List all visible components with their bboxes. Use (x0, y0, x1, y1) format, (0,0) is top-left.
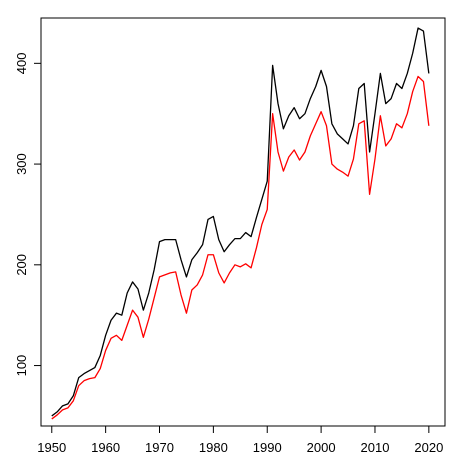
series-layer (51, 27, 430, 420)
x-tick-label: 1960 (91, 440, 120, 455)
series-line-2 (51, 75, 430, 420)
y-tick-label: 200 (14, 254, 29, 276)
series-line-1 (51, 27, 430, 417)
x-tick-label: 2010 (361, 440, 390, 455)
x-axis: 1950 1960 1970 1980 1990 2000 2010 2020 (37, 425, 443, 455)
y-tick-label: 100 (14, 355, 29, 377)
x-tick-label: 1950 (37, 440, 66, 455)
x-tick-label: 1980 (199, 440, 228, 455)
x-tick-label: 2020 (414, 440, 443, 455)
x-tick-label: 1990 (253, 440, 282, 455)
y-tick-label: 400 (14, 52, 29, 74)
x-tick-label: 2000 (307, 440, 336, 455)
y-axis: 100 200 300 400 (14, 52, 42, 377)
x-tick-label: 1970 (145, 440, 174, 455)
y-tick-label: 300 (14, 153, 29, 175)
